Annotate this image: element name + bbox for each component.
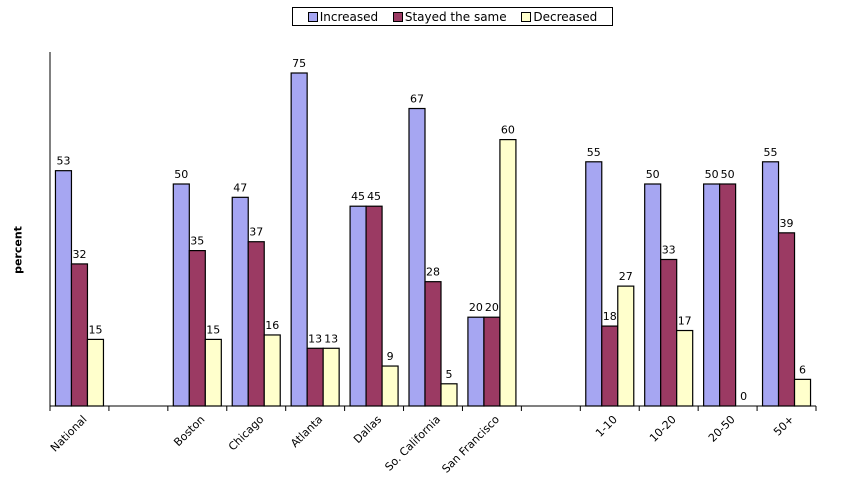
data-label-national-decreased: 15 [88,323,102,336]
bar-boston-increased [172,183,190,407]
bar-boston-decreased [204,338,222,407]
data-label-dallas-decreased: 9 [387,350,394,363]
x-tick-label-san-francisco: San Francisco [439,413,502,476]
data-label-boston-stayed-the-same: 35 [190,235,204,248]
x-tick-label-national: National [48,413,90,455]
data-label-1-10-decreased: 27 [619,270,633,283]
data-label-chicago-stayed-the-same: 37 [249,226,263,239]
data-label-50-increased: 55 [764,146,778,159]
bar-10-20-stayed-the-same [660,258,678,407]
data-label-san-francisco-stayed-the-same: 20 [485,301,499,314]
data-label-1-10-stayed-the-same: 18 [603,310,617,323]
data-label-20-50-decreased: 0 [740,390,747,403]
data-label-so-california-decreased: 5 [446,368,453,381]
data-label-national-increased: 53 [56,155,70,168]
data-label-10-20-decreased: 17 [678,315,692,328]
bar-dallas-stayed-the-same [365,205,383,407]
data-label-50-decreased: 6 [799,363,806,376]
bar-atlanta-increased [290,72,308,407]
y-axis-label: percent [11,226,25,274]
data-label-atlanta-increased: 75 [292,57,306,70]
legend-label-decreased: Decreased [533,9,598,24]
bar-dallas-decreased [381,365,399,407]
data-label-atlanta-stayed-the-same: 13 [308,332,322,345]
data-label-dallas-increased: 45 [351,190,365,203]
legend: Increased Stayed the same Decreased [292,7,613,26]
x-tick-label-dallas: Dallas [351,413,384,446]
bar-dallas-increased [349,205,367,407]
legend-item-decreased: Decreased [521,10,597,24]
bar-50-decreased [793,378,812,407]
data-label-chicago-decreased: 16 [265,319,279,332]
bar-chicago-decreased [263,334,281,407]
x-tick-label-chicago: Chicago [226,413,267,454]
data-label-dallas-stayed-the-same: 45 [367,190,381,203]
legend-swatch-decreased [521,11,532,22]
data-label-san-francisco-decreased: 60 [501,124,515,137]
x-tick-label-20-50: 20-50 [706,413,738,445]
data-label-1-10-increased: 55 [587,146,601,159]
bar-so-california-decreased [440,383,458,407]
data-label-san-francisco-increased: 20 [469,301,483,314]
x-tick-label-1-10: 1-10 [593,413,620,440]
data-label-boston-decreased: 15 [206,323,220,336]
legend-item-increased: Increased [307,9,379,24]
x-tick-label-so-california: So. California [382,413,443,474]
bar-20-50-stayed-the-same [719,183,737,407]
bar-10-20-increased [644,183,662,407]
bar-san-francisco-stayed-the-same [483,316,501,407]
bar-50-stayed-the-same [777,232,796,407]
bar-san-francisco-decreased [499,139,517,407]
bar-national-stayed-the-same [70,263,89,407]
bar-san-francisco-increased [467,316,485,407]
x-tick-label-atlanta: Atlanta [288,413,325,450]
x-tick-label-boston: Boston [171,413,207,449]
data-label-boston-increased: 50 [174,168,188,181]
legend-swatch-increased [307,11,318,22]
bar-50-increased [761,161,780,407]
bar-1-10-stayed-the-same [601,325,619,407]
x-tick-label-50: 50+ [771,413,797,439]
legend-swatch-stayed-the-same [392,11,403,22]
data-label-national-stayed-the-same: 32 [72,248,86,261]
bar-1-10-increased [585,161,603,407]
legend-label-increased: Increased [319,9,379,24]
data-label-so-california-increased: 67 [410,93,424,106]
data-label-atlanta-decreased: 13 [324,332,338,345]
legend-item-stayed-the-same: Stayed the same [392,9,507,24]
bar-national-increased [54,170,73,407]
data-label-10-20-increased: 50 [646,168,660,181]
bar-boston-stayed-the-same [188,250,206,407]
bar-atlanta-stayed-the-same [306,347,324,407]
data-label-20-50-stayed-the-same: 50 [721,168,735,181]
bar-10-20-decreased [676,329,694,407]
bar-atlanta-decreased [322,347,340,407]
data-label-10-20-stayed-the-same: 33 [662,243,676,256]
bar-chicago-stayed-the-same [247,241,265,407]
bar-so-california-stayed-the-same [424,281,442,407]
bar-1-10-decreased [617,285,635,407]
x-tick-label-10-20: 10-20 [647,413,679,445]
data-label-20-50-increased: 50 [705,168,719,181]
bar-national-decreased [86,338,105,407]
data-label-50-stayed-the-same: 39 [780,217,794,230]
bar-so-california-increased [408,107,426,407]
legend-label-stayed-the-same: Stayed the same [404,9,507,24]
data-label-so-california-stayed-the-same: 28 [426,266,440,279]
bar-chicago-increased [231,196,249,407]
data-label-chicago-increased: 47 [233,181,247,194]
bar-20-50-increased [703,183,721,407]
